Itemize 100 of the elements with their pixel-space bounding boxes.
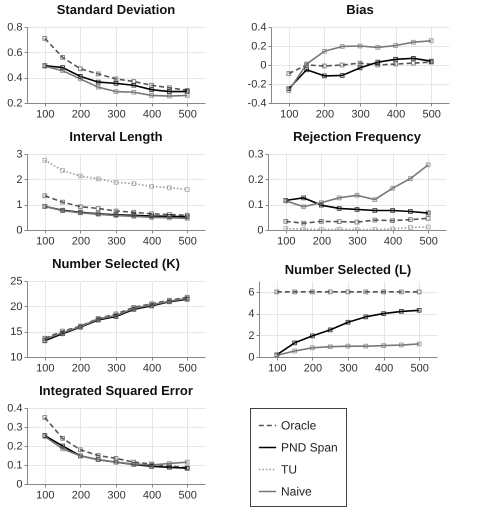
y-tick-label: 0.4 [7,72,22,84]
point [304,67,309,72]
point [416,308,422,313]
point [310,345,315,350]
point [60,55,65,60]
point [149,82,154,88]
y-tick-label: -0.2 [248,78,266,90]
point [301,220,306,226]
y-tick-label: 2 [248,330,254,342]
point [328,327,333,332]
point [411,60,416,66]
point [96,84,101,90]
y-tick-label: 6 [248,286,254,298]
x-tick-label: 200 [312,236,332,248]
y-tick-label: 0 [248,352,254,364]
point [322,48,327,54]
point [346,289,350,294]
point [60,436,65,441]
y-tick-label: 25 [10,276,22,288]
point [340,44,345,49]
point [426,216,431,221]
chart-title: Interval Length [69,129,163,144]
x-tick-label: 300 [351,108,370,120]
x-tick-label: 200 [72,362,90,374]
legend-label: TU [281,462,297,476]
x-tick-label: 100 [277,236,296,248]
point [390,186,395,191]
point [390,226,395,230]
x-tick-label: 200 [72,236,90,248]
x-tick-label: 100 [280,108,298,120]
x-tick-label: 500 [178,236,197,248]
x-tick-label: 500 [178,108,197,120]
point [96,453,101,458]
y-tick-label: 0.3 [7,422,22,434]
point [78,76,83,82]
point [114,180,118,185]
chart-title: Standard Deviation [56,2,176,17]
y-tick-label: 0.2 [7,98,22,110]
point [292,348,297,354]
y-tick-label: 0.3 [248,148,264,160]
chart-title: Rejection Frequency [293,129,422,144]
point [399,342,404,348]
legend-label: Oracle [281,418,317,432]
point [336,195,342,200]
point [354,207,360,212]
y-tick-label: 3 [16,148,22,160]
point [114,208,118,214]
x-tick-label: 500 [410,362,429,374]
point [363,344,368,349]
y-tick-label: 0 [16,478,22,490]
point [96,80,101,84]
x-tick-label: 100 [36,236,54,248]
chart-title: Number Selected (K) [52,256,180,271]
point [399,309,404,314]
point [390,208,395,213]
point [363,314,368,320]
point [393,56,398,62]
point [381,343,386,348]
point [354,192,360,198]
x-tick-label: 500 [420,236,438,248]
point [416,289,422,294]
point [131,82,136,88]
point [426,224,431,230]
point [393,62,398,66]
x-tick-label: 400 [142,490,162,502]
point [274,289,280,294]
point [411,40,416,45]
point [416,342,422,346]
point [375,62,380,68]
point [114,89,118,94]
point [149,184,154,189]
x-tick-label: 400 [142,108,162,120]
point [114,76,118,82]
point [78,66,83,72]
point [375,45,380,50]
point [358,44,362,48]
point [184,93,190,98]
y-tick-label: 0.2 [248,174,264,186]
chart-title: Number Selected (L) [284,262,412,277]
y-tick-label: 0.2 [7,440,22,452]
point [372,218,378,222]
point [426,210,431,216]
point [390,218,395,223]
point [114,80,118,86]
point [408,217,413,222]
point [184,460,190,465]
x-tick-label: 400 [142,362,162,374]
point [336,219,342,224]
point [96,71,101,76]
point [301,226,306,230]
y-tick-label: 0 [260,60,266,72]
point [411,56,416,61]
point [310,289,315,294]
point [328,344,333,350]
y-tick-label: 4 [248,308,254,320]
point [60,446,65,452]
point [301,195,306,200]
y-tick-label: 2 [16,174,22,186]
point [354,220,360,225]
point [319,219,324,224]
